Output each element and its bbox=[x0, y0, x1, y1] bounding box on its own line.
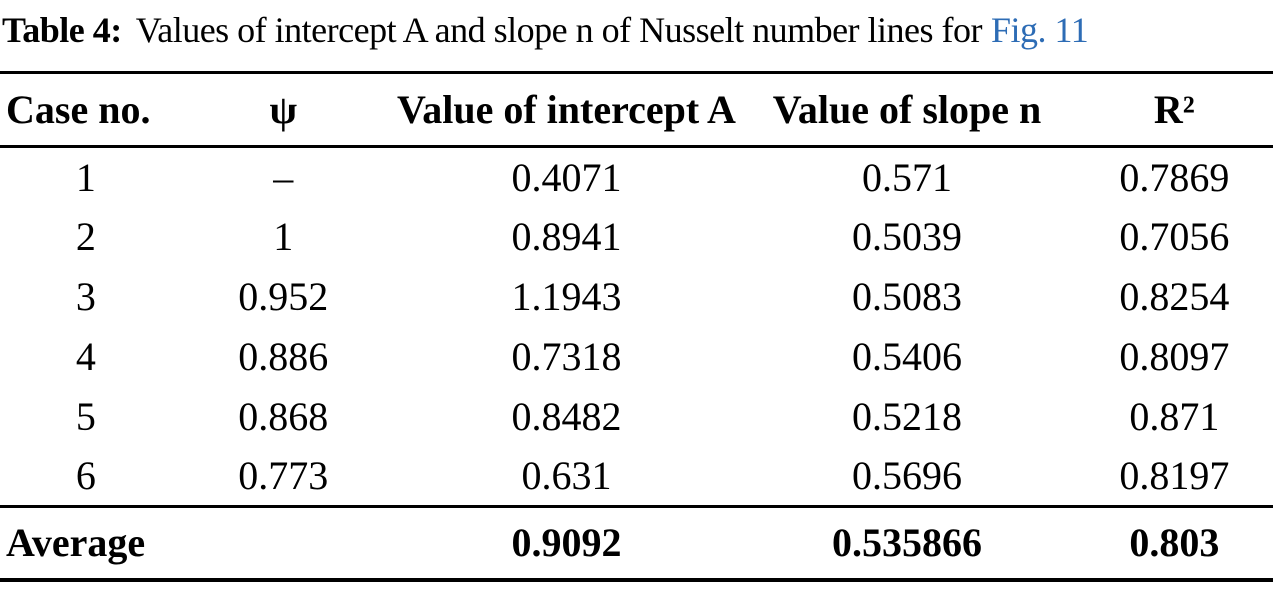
cell-psi: 1 bbox=[273, 214, 294, 259]
cell-r-squared: 0.871 bbox=[1129, 394, 1220, 439]
cell-case-no: 5 bbox=[75, 394, 96, 439]
cell-r-squared: 0.7869 bbox=[1119, 154, 1230, 200]
cell-intercept: 0.7318 bbox=[511, 334, 622, 379]
cell-r-squared: 0.7056 bbox=[1119, 214, 1230, 259]
col-header-case-no: Case no. bbox=[6, 87, 151, 132]
table-caption: Table 4: Values of intercept A and slope … bbox=[0, 0, 1273, 71]
table-row: 5 0.868 0.8482 0.5218 0.871 bbox=[0, 387, 1273, 447]
col-header-psi: ψ bbox=[269, 87, 297, 132]
table-row: 3 0.952 1.1943 0.5083 0.8254 bbox=[0, 267, 1273, 327]
caption-label: Table 4: bbox=[2, 10, 122, 50]
cell-slope: 0.5039 bbox=[851, 214, 962, 259]
table-row: 6 0.773 0.631 0.5696 0.8197 bbox=[0, 447, 1273, 507]
cell-psi: 0.886 bbox=[238, 334, 329, 379]
cell-intercept: 0.8941 bbox=[511, 214, 622, 259]
col-header-slope: Value of slope n bbox=[772, 87, 1042, 132]
average-slope: 0.535866 bbox=[831, 520, 982, 566]
average-psi bbox=[172, 507, 395, 580]
table-row: 2 1 0.8941 0.5039 0.7056 bbox=[0, 207, 1273, 267]
cell-r-squared: 0.8254 bbox=[1119, 274, 1230, 319]
cell-intercept: 1.1943 bbox=[511, 274, 622, 319]
cell-case-no: 4 bbox=[75, 334, 96, 379]
average-r-squared: 0.803 bbox=[1129, 520, 1220, 566]
figure-link[interactable]: Fig. 11 bbox=[991, 10, 1089, 50]
cell-psi: 0.952 bbox=[238, 274, 329, 319]
results-table: Case no. ψ Value of intercept A Value of… bbox=[0, 71, 1273, 582]
table-row: 1 – 0.4071 0.571 0.7869 bbox=[0, 147, 1273, 207]
cell-case-no: 2 bbox=[75, 214, 96, 259]
caption-text: Values of intercept A and slope n of Nus… bbox=[135, 10, 983, 50]
cell-r-squared: 0.8097 bbox=[1119, 334, 1230, 379]
col-header-intercept: Value of intercept A bbox=[397, 87, 736, 132]
cell-case-no: 1 bbox=[75, 154, 96, 200]
header-row: Case no. ψ Value of intercept A Value of… bbox=[0, 72, 1273, 147]
cell-slope: 0.5696 bbox=[851, 453, 962, 499]
cell-slope: 0.5406 bbox=[851, 334, 962, 379]
cell-intercept: 0.631 bbox=[521, 453, 612, 499]
cell-psi: – bbox=[273, 154, 294, 200]
cell-intercept: 0.4071 bbox=[511, 154, 622, 200]
cell-r-squared: 0.8197 bbox=[1119, 453, 1230, 499]
cell-case-no: 3 bbox=[75, 274, 96, 319]
cell-psi: 0.868 bbox=[238, 394, 329, 439]
col-header-r-squared: R² bbox=[1153, 87, 1195, 132]
cell-slope: 0.571 bbox=[861, 154, 952, 200]
cell-case-no: 6 bbox=[75, 453, 96, 499]
average-label: Average bbox=[6, 520, 146, 566]
cell-slope: 0.5218 bbox=[851, 394, 962, 439]
cell-intercept: 0.8482 bbox=[511, 394, 622, 439]
average-row: Average 0.9092 0.535866 0.803 bbox=[0, 506, 1273, 580]
cell-slope: 0.5083 bbox=[851, 274, 962, 319]
average-intercept: 0.9092 bbox=[511, 520, 622, 566]
cell-psi: 0.773 bbox=[238, 453, 329, 499]
table-row: 4 0.886 0.7318 0.5406 0.8097 bbox=[0, 327, 1273, 387]
